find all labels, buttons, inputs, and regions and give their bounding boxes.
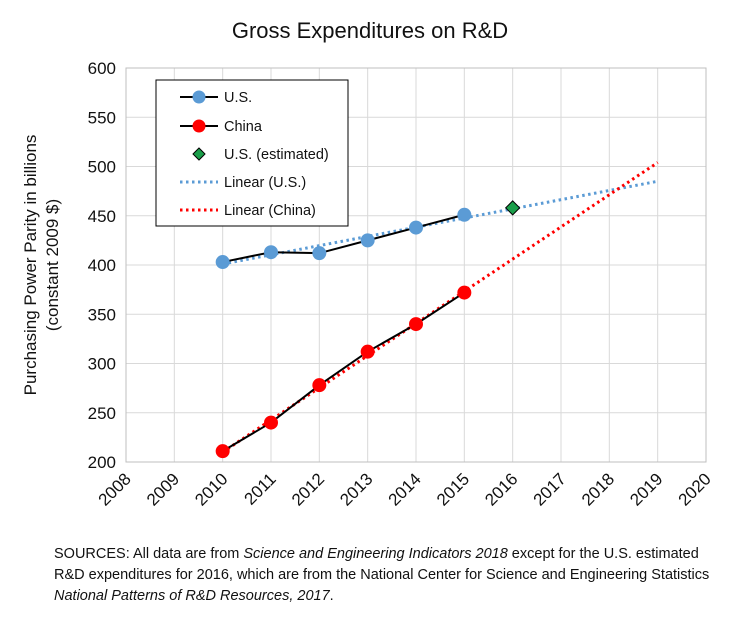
y-tick-label-250: 250 [88, 404, 116, 423]
x-tick-label-2015: 2015 [433, 469, 473, 509]
x-tick-label-2018: 2018 [578, 469, 618, 509]
x-tick-label-2011: 2011 [241, 469, 280, 508]
legend-label-u-s: U.S. [224, 90, 252, 106]
x-tick-label-2016: 2016 [481, 469, 521, 509]
y-tick-label-200: 200 [88, 453, 116, 472]
y-tick-label-400: 400 [88, 256, 116, 275]
data-point-us-2010 [215, 255, 230, 270]
legend-label-linear-china: Linear (China) [224, 203, 316, 219]
data-point-china-2013 [360, 344, 375, 359]
plot-area-border [125, 67, 707, 463]
source-note: SOURCES: All data are from Science and E… [54, 544, 724, 607]
source-note-italic-1: Science and Engineering Indicators 2018 [243, 546, 508, 562]
x-tick-label-2019: 2019 [626, 469, 666, 509]
data-point-us-estimated-2016 [504, 200, 521, 216]
legend-label-u-s-estimated: U.S. (estimated) [224, 147, 329, 163]
y-tick-label-300: 300 [88, 355, 116, 374]
series-line-us [222, 213, 465, 264]
y-axis-label: Purchasing Power Parity in billions (con… [21, 135, 62, 396]
data-point-us-2014 [409, 220, 423, 235]
x-tick-label-2012: 2012 [288, 469, 328, 509]
x-tick-label-2013: 2013 [336, 469, 376, 509]
data-point-china-2010 [215, 444, 230, 459]
legend-marker-u-s [192, 90, 206, 104]
data-point-china-2012 [312, 378, 327, 393]
source-note-suffix: . [329, 588, 334, 604]
legend-label-china: China [224, 119, 263, 135]
legend-box [155, 79, 349, 227]
data-point-us-2012 [312, 246, 327, 261]
y-tick-label-350: 350 [88, 305, 116, 324]
source-note-italic-2: National Patterns of R&D Resources, 2017 [54, 588, 330, 604]
data-point-us-2013 [360, 233, 375, 248]
data-point-china-2015 [457, 285, 472, 300]
source-note-middle: except for the U.S. estimated R&D expend… [54, 546, 710, 583]
source-note-prefix: SOURCES: All data are from [54, 546, 244, 562]
y-tick-label-500: 500 [88, 158, 116, 177]
data-point-china-2011 [264, 415, 278, 430]
legend-marker-u-s-estimated [192, 147, 206, 161]
x-tick-label-2010: 2010 [191, 469, 231, 509]
y-tick-label-600: 600 [88, 59, 116, 78]
x-tick-label-2014: 2014 [385, 469, 425, 509]
chart-title: Gross Expenditures on R&D [231, 18, 509, 43]
data-point-us-2011 [264, 245, 278, 260]
data-point-us-2015 [457, 207, 472, 222]
data-point-china-2014 [409, 317, 423, 332]
legend: U.S. China U.S. (estimated) Linear (U.S.) Li… [155, 79, 349, 227]
legend-marker-china [192, 119, 206, 133]
x-tick-label-2020: 2020 [675, 469, 715, 509]
y-tick-label-450: 450 [88, 207, 116, 226]
series-layer [215, 161, 659, 459]
legend-label-linear-u-s: Linear (U.S.) [224, 175, 306, 191]
series-line-china [222, 291, 465, 453]
y-tick-label-550: 550 [88, 108, 116, 127]
trendline-linear-u-s [222, 179, 658, 266]
y-axis-label-line2: (constant 2009 $) [43, 199, 62, 331]
x-tick-label-2008: 2008 [95, 469, 135, 509]
y-axis-label-line1: Purchasing Power Parity in billions [21, 135, 40, 396]
chart: 2008 2009 2010 2011 2012 2013 2014 2015 2016 2017… [21, 59, 715, 510]
x-tick-label-2017: 2017 [530, 469, 570, 509]
x-tick-label-2009: 2009 [143, 469, 183, 509]
